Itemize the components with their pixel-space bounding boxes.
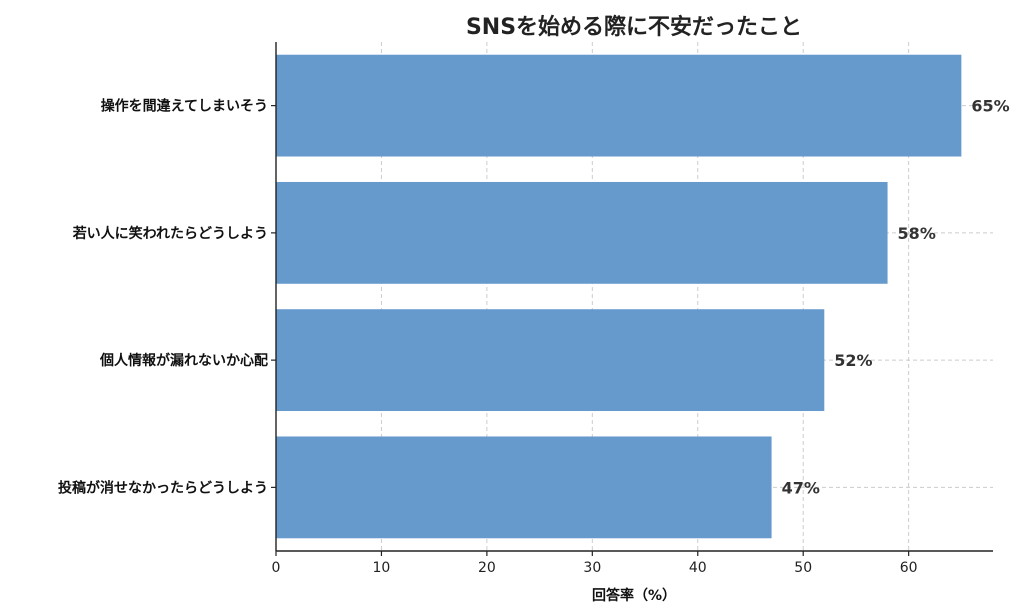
data-label: 47%	[782, 478, 820, 497]
bar	[276, 54, 962, 157]
x-tick-label: 10	[373, 560, 391, 576]
data-label: 58%	[898, 224, 936, 243]
data-labels: 65% 58% 52% 47%	[782, 97, 1010, 498]
bars	[276, 54, 962, 539]
chart-title: SNSを始める際に不安だったこと	[466, 14, 802, 40]
x-tick-label: 30	[583, 560, 601, 576]
x-axis-title: 回答率（%）	[592, 587, 676, 604]
x-tick-label: 50	[794, 560, 812, 576]
bar	[276, 181, 888, 284]
x-tick-label: 60	[900, 560, 918, 576]
category-labels: 操作を間違えてしまいそう若い人に笑われたらどうしよう個人情報が漏れないか心配投稿…	[58, 98, 268, 497]
category-label: 操作を間違えてしまいそう	[101, 98, 268, 115]
bar	[276, 436, 772, 539]
x-tick-label: 0	[272, 560, 281, 576]
category-label: 個人情報が漏れないか心配	[99, 352, 268, 369]
category-label: 投稿が消せなかったらどうしよう	[58, 479, 268, 496]
data-label: 52%	[834, 351, 872, 370]
x-tick-label: 40	[689, 560, 707, 576]
bar	[276, 309, 825, 412]
data-label: 65%	[971, 97, 1009, 116]
axes: 0 10 20 30 40 50 60	[271, 42, 993, 576]
category-label: 若い人に笑われたらどうしよう	[72, 225, 268, 242]
x-tick-label: 20	[478, 560, 496, 576]
